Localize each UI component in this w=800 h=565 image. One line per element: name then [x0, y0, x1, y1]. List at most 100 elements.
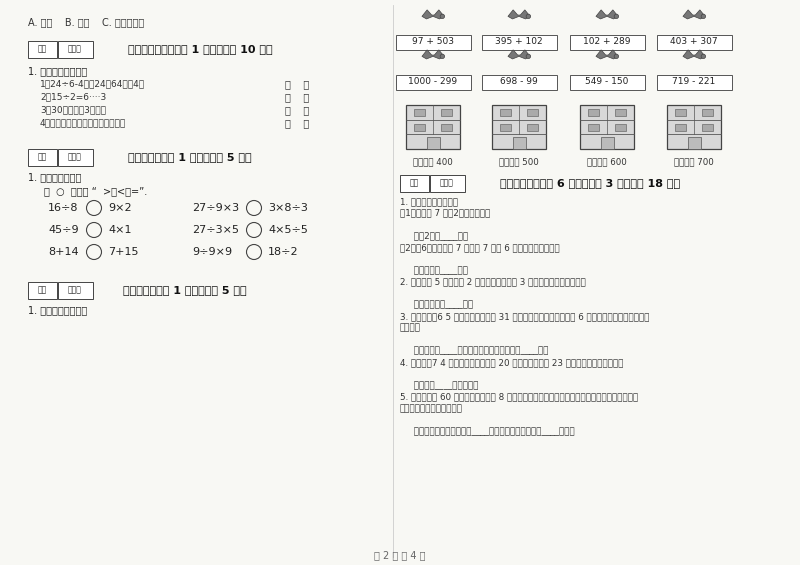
Polygon shape	[683, 10, 705, 19]
Text: 403 + 307: 403 + 307	[670, 37, 718, 46]
Text: 答：这根铁丝一共可以做____个这样的铁钉，还剩下____厘米。: 答：这根铁丝一共可以做____个这样的铁钉，还剩下____厘米。	[400, 427, 574, 436]
Polygon shape	[596, 10, 618, 19]
FancyBboxPatch shape	[395, 75, 470, 89]
Polygon shape	[508, 10, 530, 19]
Text: 得数接近 600: 得数接近 600	[587, 157, 627, 166]
Text: 1. 新学期老师排座位。: 1. 新学期老师排座位。	[400, 197, 458, 206]
Text: 3. 停车场上有6 5 辆小汽车，开走了 31 辆，还剩下多少辆？又开来 6 辆，现在停车场上有小汽车: 3. 停车场上有6 5 辆小汽车，开走了 31 辆，还剩下多少辆？又开来 6 辆…	[400, 312, 650, 321]
Text: 评卷人: 评卷人	[440, 179, 454, 188]
Text: 1000 - 299: 1000 - 299	[409, 77, 458, 86]
Text: 7+15: 7+15	[108, 247, 138, 257]
Text: 多少辆？: 多少辆？	[400, 324, 421, 332]
Text: （2）有6排，每排坐 7 人，第 7 排坐 6 人，一共有多少人？: （2）有6排，每排坐 7 人，第 7 排坐 6 人，一共有多少人？	[400, 243, 560, 252]
FancyBboxPatch shape	[657, 75, 731, 89]
Text: 27÷3×5: 27÷3×5	[192, 225, 239, 235]
Circle shape	[440, 54, 445, 59]
Circle shape	[701, 54, 706, 59]
Text: 4×5÷5: 4×5÷5	[268, 225, 308, 235]
Text: 得分: 得分	[38, 45, 46, 54]
Text: 45÷9: 45÷9	[48, 225, 78, 235]
Text: 答：一共有____人。: 答：一共有____人。	[400, 266, 468, 275]
Text: 1．24÷6-4读作24陆64等于4．: 1．24÷6-4读作24陆64等于4．	[40, 79, 145, 88]
FancyBboxPatch shape	[27, 41, 57, 58]
Text: 五、判断对与错（共 1 大题，共计 10 分）: 五、判断对与错（共 1 大题，共计 10 分）	[128, 44, 272, 54]
FancyBboxPatch shape	[513, 137, 526, 149]
Circle shape	[440, 14, 445, 19]
Text: 得数大约 700: 得数大约 700	[674, 157, 714, 166]
Circle shape	[614, 14, 618, 19]
FancyBboxPatch shape	[58, 149, 93, 166]
Text: 在  ○  里填上 “  >、<或=”.: 在 ○ 里填上 “ >、<或=”.	[44, 186, 147, 196]
Text: （    ）: （ ）	[285, 118, 310, 128]
FancyBboxPatch shape	[675, 124, 686, 131]
Text: 18÷2: 18÷2	[268, 247, 298, 257]
Text: 得分: 得分	[38, 153, 46, 162]
FancyBboxPatch shape	[492, 105, 546, 149]
FancyBboxPatch shape	[500, 124, 511, 131]
Text: 102 + 289: 102 + 289	[583, 37, 630, 46]
Polygon shape	[422, 10, 444, 19]
Text: 1. 估一估，连一连。: 1. 估一估，连一连。	[28, 305, 87, 315]
FancyBboxPatch shape	[27, 149, 57, 166]
FancyBboxPatch shape	[580, 105, 634, 149]
Text: 的铁钉？还剩下多少厘米？: 的铁钉？还剩下多少厘米？	[400, 404, 463, 413]
FancyBboxPatch shape	[58, 41, 93, 58]
Text: 八、解决问题（共 6 小题，每题 3 分，共计 18 分）: 八、解决问题（共 6 小题，每题 3 分，共计 18 分）	[500, 178, 680, 188]
FancyBboxPatch shape	[426, 137, 439, 149]
FancyBboxPatch shape	[588, 124, 599, 131]
Text: （1）每排坐 7 人，2排坐多少人？: （1）每排坐 7 人，2排坐多少人？	[400, 208, 490, 218]
Text: （    ）: （ ）	[285, 105, 310, 115]
Text: 3．30个十等于3个百．: 3．30个十等于3个百．	[40, 105, 106, 114]
FancyBboxPatch shape	[430, 175, 465, 192]
Text: 9×2: 9×2	[108, 203, 132, 213]
FancyBboxPatch shape	[615, 124, 626, 131]
FancyBboxPatch shape	[482, 75, 557, 89]
FancyBboxPatch shape	[570, 75, 645, 89]
FancyBboxPatch shape	[667, 105, 721, 149]
FancyBboxPatch shape	[570, 34, 645, 50]
Text: 5. 一根铁丝长 60 厘米，工人师傅用 8 厘米长的铁丝做一个铁钉。这根铁丝一共可以做几个这样: 5. 一根铁丝长 60 厘米，工人师傅用 8 厘米长的铁丝做一个铁钉。这根铁丝一…	[400, 393, 638, 402]
FancyBboxPatch shape	[500, 109, 511, 116]
Polygon shape	[683, 50, 705, 59]
Text: 得数大约 500: 得数大约 500	[499, 157, 539, 166]
Text: 评卷人: 评卷人	[68, 153, 82, 162]
FancyBboxPatch shape	[441, 109, 452, 116]
Text: 97 + 503: 97 + 503	[412, 37, 454, 46]
FancyBboxPatch shape	[406, 105, 460, 149]
FancyBboxPatch shape	[27, 281, 57, 298]
Text: 16÷8: 16÷8	[48, 203, 78, 213]
Text: 719 - 221: 719 - 221	[672, 77, 716, 86]
Text: 4. 故事书有7 4 页，小囡第一天看了 20 页，第二天看了 23 页，还剩多少页没有看？: 4. 故事书有7 4 页，小囡第一天看了 20 页，第二天看了 23 页，还剩多…	[400, 358, 623, 367]
Text: 4×1: 4×1	[108, 225, 131, 235]
Text: 评卷人: 评卷人	[68, 285, 82, 294]
Text: 395 + 102: 395 + 102	[495, 37, 543, 46]
Text: 698 - 99: 698 - 99	[500, 77, 538, 86]
FancyBboxPatch shape	[441, 124, 452, 131]
FancyBboxPatch shape	[482, 34, 557, 50]
FancyBboxPatch shape	[414, 109, 425, 116]
Text: 4．量小鰭嘴的身才用毫米作单位．: 4．量小鰭嘴的身才用毫米作单位．	[40, 118, 126, 127]
FancyBboxPatch shape	[399, 175, 429, 192]
Text: （    ）: （ ）	[285, 79, 310, 89]
Polygon shape	[422, 50, 444, 59]
Text: 第 2 页 共 4 页: 第 2 页 共 4 页	[374, 550, 426, 560]
FancyBboxPatch shape	[687, 137, 701, 149]
Text: 得分: 得分	[38, 285, 46, 294]
FancyBboxPatch shape	[527, 109, 538, 116]
FancyBboxPatch shape	[527, 124, 538, 131]
FancyBboxPatch shape	[395, 34, 470, 50]
Text: A. 平移    B. 旋转    C. 平移和旋转: A. 平移 B. 旋转 C. 平移和旋转	[28, 17, 144, 27]
Text: 1. 我会判断大小。: 1. 我会判断大小。	[28, 172, 82, 182]
FancyBboxPatch shape	[58, 281, 93, 298]
FancyBboxPatch shape	[702, 109, 713, 116]
Text: 评卷人: 评卷人	[68, 45, 82, 54]
FancyBboxPatch shape	[657, 34, 731, 50]
Text: 9÷9×9: 9÷9×9	[192, 247, 232, 257]
FancyBboxPatch shape	[588, 109, 599, 116]
Text: （    ）: （ ）	[285, 92, 310, 102]
Polygon shape	[596, 50, 618, 59]
Text: 六、比一比（共 1 大题，共计 5 分）: 六、比一比（共 1 大题，共计 5 分）	[128, 152, 252, 162]
FancyBboxPatch shape	[601, 137, 614, 149]
Circle shape	[701, 14, 706, 19]
Text: 得数接近 400: 得数接近 400	[413, 157, 453, 166]
